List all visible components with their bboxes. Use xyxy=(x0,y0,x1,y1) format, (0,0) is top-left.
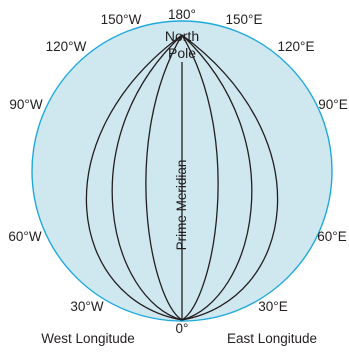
label-150e: 150°E xyxy=(226,12,263,27)
label-150w: 150°W xyxy=(101,12,142,27)
north-pole-label-line1: North xyxy=(165,28,199,44)
meridian-60w xyxy=(111,34,183,321)
north-pole-label-line2: Pole xyxy=(168,45,196,61)
meridian-90w xyxy=(145,34,183,321)
meridian-lines xyxy=(85,34,279,321)
meridian-60e xyxy=(181,34,253,321)
label-90e: 90°E xyxy=(318,97,347,112)
meridian-30w xyxy=(85,34,183,321)
label-30e: 30°E xyxy=(258,299,287,314)
meridian-30e xyxy=(181,34,279,321)
meridian-90e xyxy=(181,34,219,321)
prime-meridian-label: Prime Meridian xyxy=(174,160,189,251)
label-0: 0° xyxy=(176,321,189,336)
label-60e: 60°E xyxy=(317,229,346,244)
label-180: 180° xyxy=(168,7,196,22)
label-90w: 90°W xyxy=(9,97,42,112)
west-longitude-label: West Longitude xyxy=(41,331,135,346)
label-120w: 120°W xyxy=(46,39,87,54)
label-60w: 60°W xyxy=(8,229,41,244)
label-120e: 120°E xyxy=(278,39,315,54)
east-longitude-label: East Longitude xyxy=(227,331,317,346)
label-30w: 30°W xyxy=(70,299,103,314)
